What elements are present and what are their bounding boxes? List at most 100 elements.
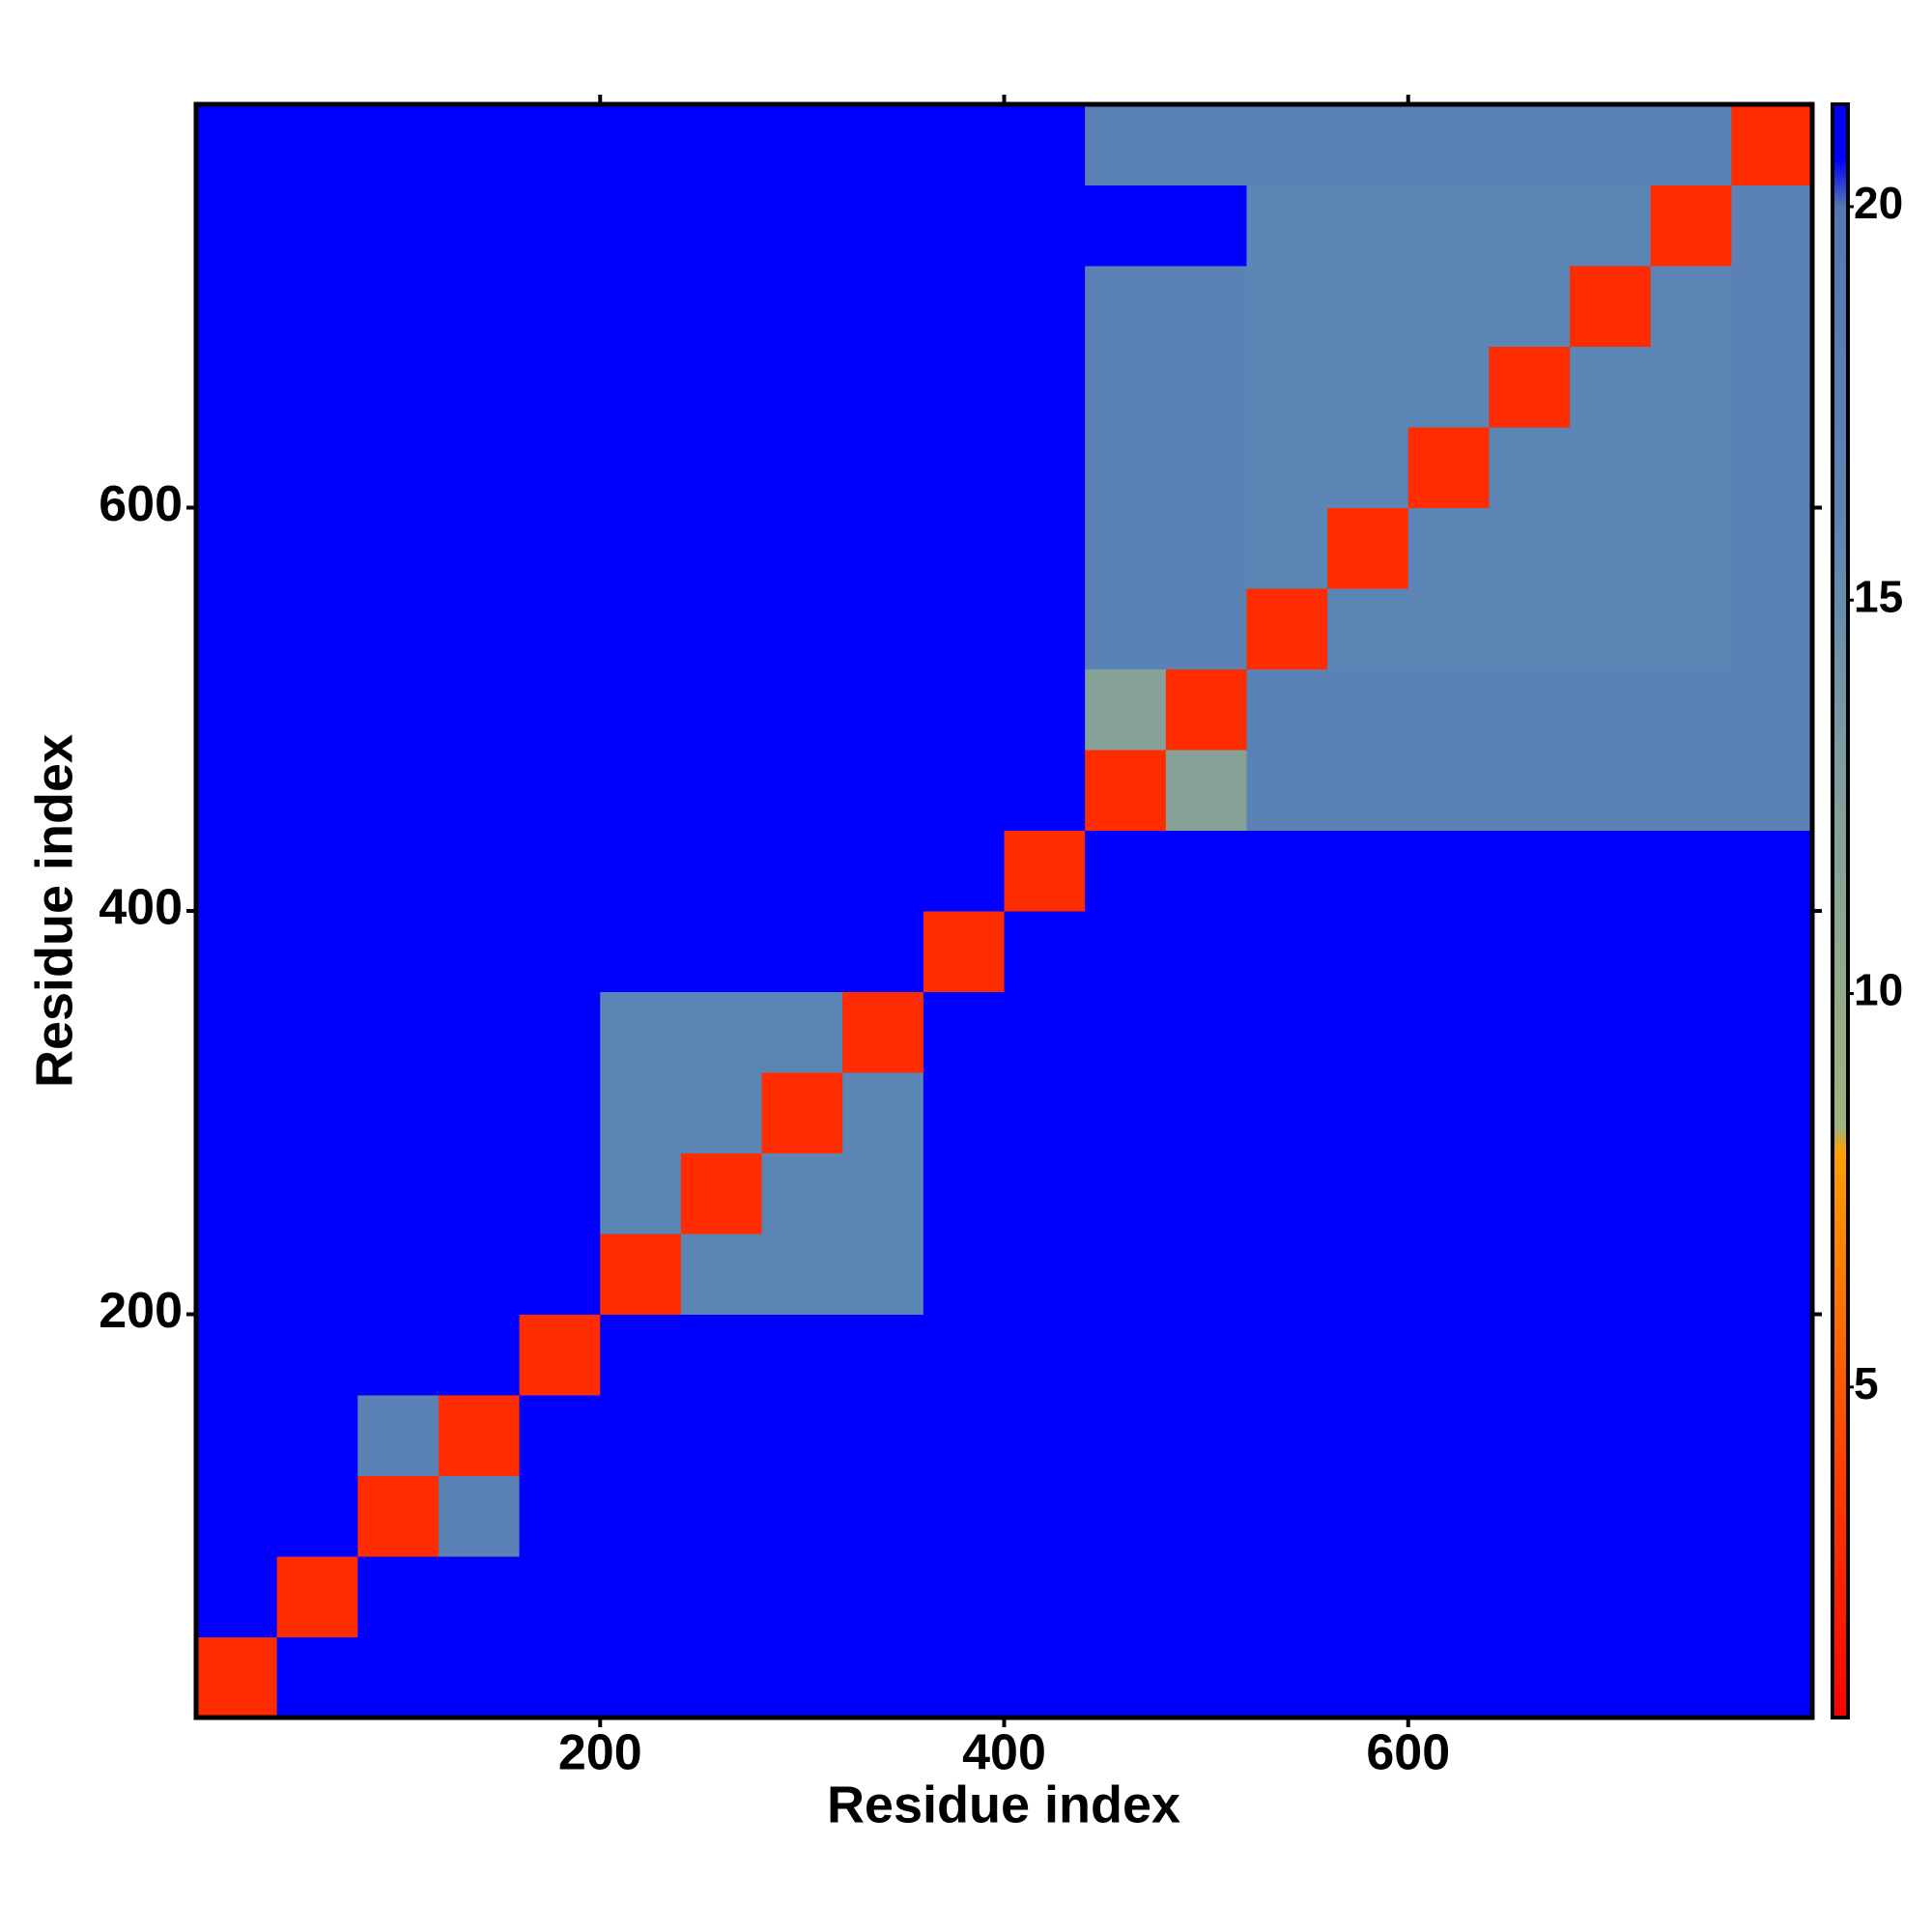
heatmap-cell: [923, 1636, 1005, 1719]
heatmap-cell: [1570, 1556, 1652, 1637]
heatmap-cell: [196, 668, 278, 751]
heatmap-cell: [1165, 185, 1247, 267]
heatmap-cell: [1165, 1234, 1247, 1315]
heatmap-cell: [1489, 507, 1571, 589]
x-tick-label: 600: [1366, 1725, 1450, 1781]
heatmap-cell: [600, 830, 682, 912]
heatmap-cell: [357, 1636, 440, 1719]
heatmap-cell: [1650, 991, 1732, 1073]
heatmap-cell: [842, 507, 924, 589]
heatmap-cell: [1004, 830, 1086, 912]
heatmap-cell: [276, 588, 358, 669]
heatmap-cell: [1489, 346, 1571, 428]
heatmap-cell: [1165, 1636, 1247, 1719]
heatmap-cell: [276, 507, 358, 589]
heatmap-cell: [1489, 1475, 1571, 1557]
heatmap-cell: [1407, 1234, 1490, 1315]
heatmap-cell: [1165, 104, 1247, 185]
heatmap-cell: [357, 1072, 440, 1153]
heatmap-cell: [923, 750, 1005, 831]
colorbar: [1831, 102, 1850, 1719]
heatmap-cell: [1165, 1152, 1247, 1235]
heatmap-cell: [1004, 346, 1086, 428]
heatmap-cell: [761, 750, 843, 831]
heatmap-cell: [1650, 1475, 1732, 1557]
heatmap-cell: [1327, 507, 1409, 589]
heatmap-cell: [1165, 346, 1247, 428]
heatmap-cell: [196, 1636, 278, 1719]
heatmap-cell: [1246, 911, 1328, 992]
heatmap-cell: [519, 427, 601, 508]
heatmap-cell: [1407, 507, 1490, 589]
heatmap-cell: [1327, 346, 1409, 428]
heatmap-cell: [357, 1395, 440, 1476]
heatmap-cell: [1407, 588, 1490, 669]
heatmap-cell: [519, 588, 601, 669]
heatmap-cell: [600, 588, 682, 669]
heatmap-cell: [1650, 588, 1732, 669]
heatmap-cell: [761, 1234, 843, 1315]
heatmap-cell: [438, 1395, 521, 1476]
heatmap-cell: [600, 1475, 682, 1557]
heatmap-cell: [196, 991, 278, 1073]
heatmap-cell: [1731, 1072, 1813, 1153]
heatmap-cell: [1407, 911, 1490, 992]
heatmap-cell: [1731, 750, 1813, 831]
heatmap-cell: [600, 1234, 682, 1315]
heatmap-cell: [276, 1636, 358, 1719]
heatmap-cell: [1731, 911, 1813, 992]
heatmap-cell: [1489, 588, 1571, 669]
heatmap-cell: [1570, 830, 1652, 912]
heatmap-cell: [357, 750, 440, 831]
heatmap-cell: [1085, 668, 1167, 751]
heatmap-cell: [1731, 507, 1813, 589]
heatmap-cell: [1650, 1314, 1732, 1396]
heatmap-cell: [1246, 346, 1328, 428]
heatmap-cell: [680, 185, 763, 267]
heatmap-cell: [519, 1636, 601, 1719]
heatmap-cell: [357, 1152, 440, 1235]
heatmap-cell: [276, 1556, 358, 1637]
heatmap-cell: [357, 266, 440, 347]
heatmap-cell: [1004, 266, 1086, 347]
heatmap-cell: [1731, 1556, 1813, 1637]
heatmap-cell: [1570, 1234, 1652, 1315]
heatmap-cell: [1407, 1072, 1490, 1153]
heatmap-cell: [923, 1152, 1005, 1235]
heatmap-cell: [842, 427, 924, 508]
heatmap-cell: [1246, 1234, 1328, 1315]
heatmap-cell: [1004, 427, 1086, 508]
x-tick-label: 200: [558, 1725, 642, 1781]
heatmap-cell: [1085, 104, 1167, 185]
heatmap-cell: [600, 104, 682, 185]
heatmap-cell: [680, 830, 763, 912]
heatmap-cell: [357, 830, 440, 912]
heatmap-cell: [1246, 668, 1328, 751]
heatmap-cell: [600, 911, 682, 992]
heatmap-cell: [438, 1475, 521, 1557]
heatmap-cell: [1489, 830, 1571, 912]
heatmap-cell: [1489, 991, 1571, 1073]
heatmap-cell: [1327, 1556, 1409, 1637]
heatmap-cell: [519, 668, 601, 751]
heatmap-cell: [357, 346, 440, 428]
heatmap-cell: [1570, 185, 1652, 267]
heatmap-cell: [1570, 588, 1652, 669]
heatmap-cell: [196, 588, 278, 669]
heatmap-cell: [1570, 266, 1652, 347]
colorbar-tick-label: 10: [1854, 965, 1903, 1015]
heatmap-cell: [276, 104, 358, 185]
heatmap-cell: [923, 1234, 1005, 1315]
heatmap-cell: [196, 507, 278, 589]
heatmap-cell: [1407, 1636, 1490, 1719]
heatmap-cell: [1731, 668, 1813, 751]
heatmap-cell: [1407, 266, 1490, 347]
heatmap-cell: [1085, 750, 1167, 831]
heatmap-cell: [761, 911, 843, 992]
heatmap-cell: [1246, 991, 1328, 1073]
heatmap-cell: [680, 1636, 763, 1719]
heatmap-cell: [842, 185, 924, 267]
heatmap-cell: [842, 830, 924, 912]
